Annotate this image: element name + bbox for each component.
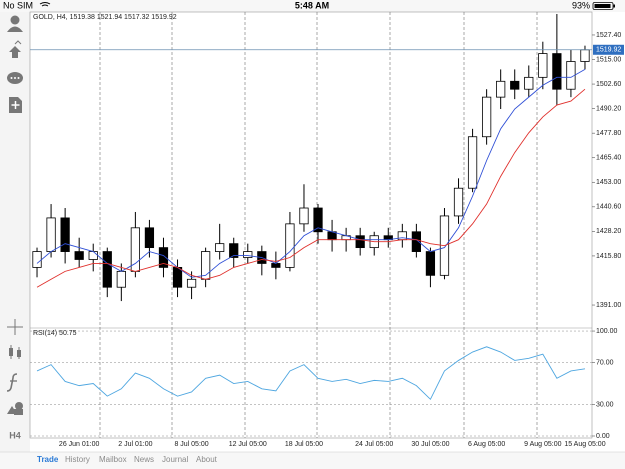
x-tick-label: 30 Jul 05:00 bbox=[411, 441, 449, 448]
candle-body bbox=[299, 207, 309, 225]
x-tick-label: 8 Jul 05:00 bbox=[174, 441, 208, 448]
y-tick-label: 1391.00 bbox=[596, 302, 621, 309]
y-tick-label: 100.00 bbox=[596, 328, 618, 335]
candle-body bbox=[116, 270, 126, 288]
current-price-label: 1519.92 bbox=[596, 47, 621, 54]
candle-body bbox=[271, 263, 281, 268]
tab-bar bbox=[0, 452, 625, 469]
candle-body bbox=[425, 251, 436, 276]
y-tick-label: 1502.60 bbox=[596, 81, 621, 88]
candle-body bbox=[172, 267, 183, 288]
x-tick-label: 12 Jul 05:00 bbox=[229, 441, 267, 448]
y-tick-label: 70.00 bbox=[596, 359, 614, 366]
y-tick-label: 1453.00 bbox=[596, 179, 621, 186]
y-tick-label: 1440.60 bbox=[596, 204, 621, 211]
tab-trade[interactable]: Trade bbox=[37, 455, 59, 464]
candle-body bbox=[60, 217, 70, 252]
moving-average bbox=[36, 69, 586, 278]
candle-body bbox=[453, 187, 464, 217]
candle-body bbox=[243, 251, 253, 258]
y-tick-label: 1490.20 bbox=[596, 105, 621, 112]
candle-body bbox=[32, 251, 42, 268]
x-tick-label: 9 Aug 05:00 bbox=[524, 441, 561, 448]
battery-tip bbox=[613, 4, 615, 8]
y-tick-label: 30.00 bbox=[596, 401, 614, 408]
candle-body bbox=[467, 136, 478, 189]
timeframe-button[interactable]: H4 bbox=[9, 430, 21, 440]
period-separators bbox=[99, 12, 538, 438]
y-tick-label: 1527.40 bbox=[596, 32, 621, 39]
chart-frame bbox=[29, 11, 593, 439]
new-order-button[interactable] bbox=[9, 97, 22, 113]
candle-body bbox=[496, 80, 506, 98]
current-price-tag bbox=[593, 44, 624, 55]
crosshair-button[interactable] bbox=[7, 319, 23, 335]
rsi-line bbox=[36, 346, 586, 401]
tab-mailbox[interactable]: Mailbox bbox=[99, 455, 127, 464]
account-button[interactable] bbox=[7, 15, 23, 33]
candle-body bbox=[46, 217, 56, 252]
candle-body bbox=[88, 251, 98, 260]
battery-fill bbox=[594, 4, 611, 8]
clock: 5:48 AM bbox=[295, 0, 329, 10]
candle-body bbox=[580, 49, 590, 62]
y-tick-label: 1515.00 bbox=[596, 56, 621, 63]
wifi-icon bbox=[39, 2, 51, 7]
candle-body bbox=[285, 223, 295, 268]
status-bar bbox=[0, 0, 625, 12]
candle-body bbox=[186, 278, 197, 288]
tab-journal[interactable]: Journal bbox=[162, 455, 188, 464]
candle-body bbox=[538, 53, 548, 78]
candle-body bbox=[158, 247, 169, 268]
trade-button[interactable] bbox=[9, 40, 22, 58]
y-tick-label: 1465.40 bbox=[596, 155, 621, 162]
toolbar-icons bbox=[6, 15, 23, 415]
indicators-button[interactable] bbox=[6, 373, 18, 392]
candle-body bbox=[355, 235, 365, 249]
candle-body bbox=[510, 80, 520, 90]
candle-body bbox=[102, 251, 112, 288]
tab-history[interactable]: History bbox=[65, 455, 90, 464]
x-tick-label: 26 Jun 01:00 bbox=[59, 441, 100, 448]
y-tick-label: 1415.80 bbox=[596, 253, 621, 260]
side-toolbar bbox=[0, 12, 30, 452]
y-tick-label: 1428.20 bbox=[596, 228, 621, 235]
chart-type-button[interactable] bbox=[9, 345, 21, 359]
x-tick-label: 24 Jul 05:00 bbox=[355, 441, 393, 448]
y-tick-label: 1477.80 bbox=[596, 130, 621, 137]
candle-body bbox=[144, 227, 155, 249]
x-tick-label: 6 Aug 05:00 bbox=[468, 441, 505, 448]
candle-body bbox=[411, 231, 421, 252]
moving-average bbox=[36, 88, 586, 288]
chart-title: GOLD, H4, 1519.38 1521.94 1517.32 1519.9… bbox=[33, 14, 177, 21]
candle-body bbox=[482, 96, 492, 138]
chat-button[interactable] bbox=[7, 72, 23, 84]
candle-body bbox=[313, 207, 323, 233]
candle-body bbox=[215, 243, 225, 252]
tab-news[interactable]: News bbox=[134, 455, 154, 464]
battery-level: 93% bbox=[572, 0, 590, 10]
battery-icon bbox=[592, 2, 614, 10]
tab-about[interactable]: About bbox=[196, 455, 218, 464]
chart-title: RSI(14) 50.75 bbox=[33, 330, 77, 337]
x-tick-label: 2 Jul 01:00 bbox=[118, 441, 152, 448]
y-tick-label: 0.00 bbox=[596, 433, 610, 440]
objects-button[interactable] bbox=[7, 402, 23, 415]
candle-body bbox=[74, 251, 84, 260]
x-tick-label: 15 Aug 05:00 bbox=[564, 441, 605, 448]
candle-body bbox=[229, 243, 239, 258]
carrier: No SIM bbox=[3, 0, 33, 10]
candle-body bbox=[552, 53, 562, 90]
x-tick-label: 18 Jul 05:00 bbox=[285, 441, 323, 448]
candle-body bbox=[524, 76, 534, 90]
